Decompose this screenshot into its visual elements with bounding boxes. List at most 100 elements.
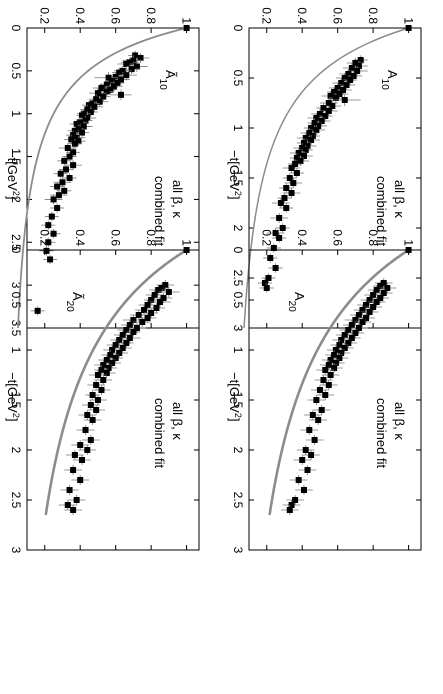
data-marker [316,387,323,393]
data-marker [59,179,66,186]
data-marker [332,95,339,101]
x-tick-label: 1.5 [9,148,23,165]
data-point [280,505,299,515]
data-marker [61,187,68,194]
x-tick-label: 0 [9,247,23,254]
data-marker [345,327,352,333]
plot-frame [26,249,200,551]
data-marker [156,299,163,305]
data-marker [112,355,119,361]
data-point [62,173,77,183]
data-point [328,93,343,103]
data-marker [318,407,325,413]
data-marker [112,342,119,348]
data-point [293,455,312,465]
data-marker [116,337,123,343]
data-marker [47,256,54,263]
data-point [67,495,86,505]
data-marker [345,340,352,346]
data-point [364,302,382,312]
data-point [328,93,361,107]
data-points [58,247,190,515]
data-marker [148,297,155,303]
data-point [30,306,45,316]
data-marker [348,322,355,328]
data-marker [373,299,380,305]
data-marker [293,170,300,176]
data-marker [292,497,299,503]
data-marker [89,392,96,398]
data-marker [107,352,114,358]
data-marker [54,183,61,190]
x-tick-label: 1.5 [9,392,23,409]
data-marker [286,507,293,513]
data-marker [103,357,110,363]
data-marker [380,290,387,296]
y-tick-label: 0.6 [109,7,123,24]
data-marker [306,427,313,433]
data-point [282,188,301,198]
data-point [133,317,152,327]
data-point [303,410,322,420]
data-point [346,328,365,338]
plot-frame [26,27,200,329]
data-marker [329,103,336,109]
x-tick-label: 0.5 [9,63,23,80]
panel-label: Ã20 [65,292,86,312]
data-marker [126,335,133,341]
data-marker [370,292,377,298]
data-point [307,395,326,405]
data-marker [352,317,359,323]
data-point [350,323,368,333]
data-marker [66,153,73,160]
data-point [309,415,328,425]
data-point [279,183,294,193]
data-marker [277,200,284,206]
data-point [117,59,136,69]
data-marker [299,457,306,463]
data-marker [363,302,370,308]
data-point [57,156,72,166]
data-marker [71,140,78,147]
y-tick-label: 0.2 [38,229,52,246]
data-marker [276,235,283,241]
data-marker [82,427,89,433]
data-point [321,370,340,380]
data-marker [366,309,373,315]
data-marker [103,370,110,376]
data-point [259,283,274,293]
data-point [78,410,97,420]
data-point [113,343,132,353]
y-tick-label: 0.8 [144,229,158,246]
data-marker [290,180,297,186]
x-tick-label: 0 [231,247,245,254]
data-point [263,253,278,263]
data-marker [50,196,57,203]
data-marker [165,289,172,295]
data-point [39,246,54,256]
data-point [147,303,166,313]
data-marker [133,63,140,70]
data-marker [279,225,286,231]
data-point [296,445,315,455]
data-marker [84,447,91,453]
data-point [67,139,82,149]
data-point [64,505,82,515]
data-point [305,435,324,445]
data-point [46,229,61,239]
data-marker [267,255,274,261]
data-point [64,465,82,475]
x-axis-label: −t[GeV2] [5,150,21,199]
data-marker [300,487,307,493]
data-point [126,327,141,337]
x-tick-label: 0.5 [9,292,23,309]
data-point [115,69,137,81]
y-ticks: 1 0.8 0.6 0.4 0.2 [38,7,194,328]
annotation-line-1: all β, κ [170,180,185,218]
data-marker [320,377,327,383]
data-point [316,390,335,400]
data-marker [119,332,126,338]
data-marker [276,215,283,221]
data-marker [144,315,151,321]
y-tick-label: 0.8 [366,229,380,246]
